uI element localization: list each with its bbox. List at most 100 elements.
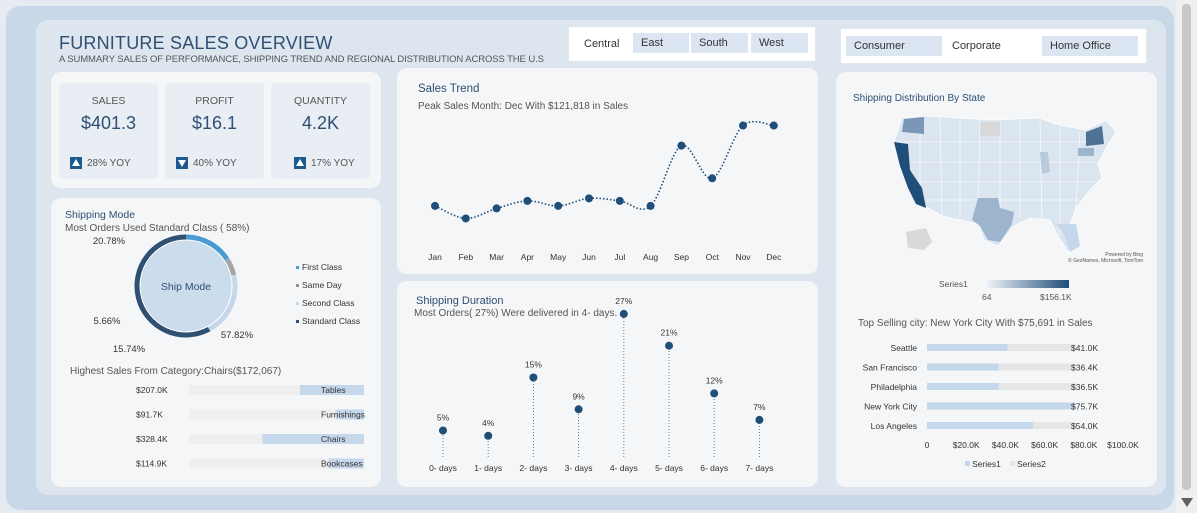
kpi-quantity-yoy-text: 17% YOY	[311, 157, 355, 169]
map-title: Shipping Distribution By State	[853, 93, 986, 104]
city-axis-tick: $100.0K	[1107, 440, 1139, 450]
duration-label: 5%	[437, 413, 450, 423]
duration-point	[529, 373, 538, 382]
donut-slice-first-class	[185, 234, 230, 261]
duration-label: 15%	[525, 360, 542, 370]
arrow-down-icon	[176, 157, 188, 169]
city-axis-tick: $20.0K	[953, 440, 980, 450]
us-map	[893, 115, 1117, 253]
category-bar	[335, 409, 364, 420]
us-map-base	[893, 115, 1117, 253]
city-bar-series2	[927, 383, 1076, 390]
city-bar-series1	[927, 402, 1076, 410]
city-name: San Francisco	[863, 363, 918, 373]
legend-marker	[296, 284, 299, 287]
shipping-duration-chart: 5% 0- days 4% 1- days 15% 2- days 9% 3- days 27%…	[429, 296, 773, 473]
sales-trend-month: Apr	[521, 252, 534, 262]
kpi-sales-yoy: 28% YOY	[70, 157, 131, 169]
shipping-mode-chart: 15.74% 5.66% 20.78% 57.82% Ship Mode First Cl…	[93, 234, 365, 469]
sales-trend-point	[646, 201, 655, 210]
city-value: $36.4K	[1071, 363, 1098, 373]
donut-label: 5.66%	[94, 316, 121, 327]
scroll-down-arrow-icon[interactable]	[1181, 498, 1193, 507]
donut-label: 57.82%	[221, 330, 254, 341]
region-label[interactable]: Central	[584, 38, 620, 50]
city-name: New York City	[864, 402, 918, 412]
scrollbar-thumb[interactable]	[1182, 4, 1191, 490]
map-attribution: Powered by Bing © GeoNames, Microsoft, T…	[1058, 252, 1143, 264]
donut-center	[139, 239, 233, 333]
city-value: $36.5K	[1071, 382, 1098, 392]
sales-trend-month: Dec	[766, 252, 782, 262]
page-title: FURNITURE SALES OVERVIEW	[59, 33, 333, 53]
sales-trend-line	[434, 120, 774, 220]
region-west-button[interactable]: West	[751, 33, 808, 53]
map-legend-min: 64	[982, 292, 992, 302]
category-bar	[328, 458, 364, 469]
top-cities-chart: Seattle $41.0K San Francisco $36.4K Philadel…	[863, 343, 1140, 469]
category-name: Chairs	[321, 434, 346, 444]
city-axis-tick: 0	[925, 440, 930, 450]
sales-trend-point	[769, 121, 778, 130]
region-south-button[interactable]: South	[691, 33, 748, 53]
kpi-quantity-value: 4.2K	[301, 113, 340, 133]
sales-trend-month: Jan	[428, 252, 442, 262]
duration-category: 0- days	[429, 463, 457, 473]
duration-point	[755, 415, 764, 424]
legend-marker	[296, 320, 299, 323]
duration-point	[619, 309, 628, 318]
arrow-up-icon	[294, 157, 306, 169]
category-bar	[262, 434, 364, 444]
kpi-profit-label: PROFIT	[195, 95, 234, 107]
city-axis-tick: $60.0K	[1031, 440, 1058, 450]
region-east-button[interactable]: East	[633, 33, 689, 53]
segment-corporate-button[interactable]: Corporate	[952, 40, 1001, 52]
state-illinois	[1040, 152, 1050, 174]
donut-slice-second-class	[207, 274, 238, 332]
donut-label: 15.74%	[113, 344, 146, 355]
segment-consumer-button[interactable]: Consumer	[846, 36, 942, 56]
sales-trend-point	[492, 204, 501, 213]
donut-center-label: Ship Mode	[161, 281, 211, 293]
category-name: Tables	[321, 385, 346, 395]
duration-category: 2- days	[519, 463, 547, 473]
kpi-profit-yoy: 40% YOY	[176, 157, 237, 169]
kpi-profit-yoy-text: 40% YOY	[193, 157, 237, 169]
sales-trend-point	[523, 196, 532, 205]
shipping-mode-subtitle: Most Orders Used Standard Class ( 58%)	[65, 223, 250, 234]
kpi-quantity: QUANTITY 4.2K	[271, 83, 370, 179]
category-name: Furnishings	[321, 410, 365, 420]
category-value: $207.0K	[136, 385, 168, 395]
map-legend-series: Series1	[939, 279, 968, 289]
duration-label: 7%	[753, 402, 766, 412]
donut-label: 20.78%	[93, 236, 126, 247]
legend-item-second-class: Second Class	[302, 298, 354, 308]
category-bar-track	[189, 385, 364, 395]
kpi-quantity-label: QUANTITY	[293, 95, 348, 107]
category-bar-track	[189, 458, 364, 469]
category-value: $91.7K	[136, 410, 163, 420]
state-new-york	[1086, 126, 1104, 146]
top-city-text: Top Selling city: New York City With $75…	[858, 318, 1093, 329]
segment-home-office-button[interactable]: Home Office	[1042, 36, 1138, 56]
city-bar-series1	[927, 363, 999, 371]
sales-trend-month: Nov	[735, 252, 751, 262]
city-bar-series2	[927, 363, 1076, 371]
state-north-dakota	[980, 122, 1000, 136]
map-attribution-geonames: © GeoNames, Microsoft, TomTom	[1068, 258, 1143, 264]
legend-marker-series1	[965, 461, 970, 466]
vertical-scrollbar[interactable]	[1176, 0, 1197, 513]
sales-trend-chart: Jan Feb Mar Apr May Jun Jul Aug Sep Oct Nov Dec	[428, 120, 782, 262]
city-value: $41.0K	[1071, 343, 1098, 353]
kpi-sales-yoy-text: 28% YOY	[87, 157, 131, 169]
kpi-sales-value: $401.3	[80, 113, 137, 133]
map-attribution-bing: Powered by Bing	[1105, 252, 1143, 258]
category-value: $114.9K	[136, 459, 167, 469]
category-name: Bookcases	[321, 459, 363, 469]
city-value: $75.7K	[1071, 402, 1098, 412]
duration-category: 6- days	[700, 463, 728, 473]
sales-trend-month: Aug	[643, 252, 658, 262]
sales-trend-point	[739, 121, 747, 130]
duration-category: 5- days	[655, 463, 683, 473]
duration-label: 21%	[660, 328, 677, 338]
